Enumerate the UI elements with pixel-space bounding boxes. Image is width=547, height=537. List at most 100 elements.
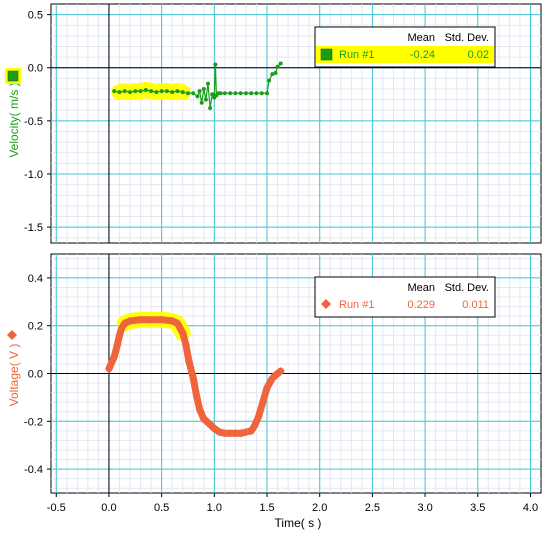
data-point [126, 316, 135, 325]
y-tick-label: 0.0 [28, 369, 43, 381]
velocity-data-marks [112, 61, 283, 111]
y-tick-label: 0.0 [28, 63, 43, 75]
y-tick-label: -0.4 [24, 464, 43, 476]
velocity-series-icon-square [7, 70, 19, 82]
x-axis-label: Time( s ) [275, 516, 322, 530]
legend-square-marker [320, 48, 333, 61]
velocity-y-ticks: 0.5 0.0 -0.5 -1.0 -1.5 [24, 10, 51, 234]
data-point [175, 89, 180, 94]
x-tick-label: 4.0 [523, 502, 538, 514]
legend-std-value: 0.011 [462, 299, 489, 311]
data-point [128, 90, 133, 95]
legend-series-name: Run #1 [339, 49, 374, 61]
data-point [173, 319, 182, 328]
y-tick-label: 0.5 [28, 10, 43, 22]
data-point [276, 367, 285, 376]
legend-diamond-marker [321, 299, 331, 309]
data-point [189, 374, 198, 383]
legend-row-highlight [316, 46, 494, 63]
x-tick-label: 0.5 [154, 502, 169, 514]
data-point [275, 64, 280, 69]
voltage-legend[interactable]: Mean Std. Dev. Run #1 0.229 0.011 [314, 276, 496, 318]
voltage-series-icon[interactable] [7, 330, 17, 340]
legend-header-mean: Mean [407, 282, 435, 294]
data-point [238, 91, 243, 96]
data-point [164, 89, 169, 94]
x-tick-label: 3.5 [470, 502, 485, 514]
data-point [157, 315, 166, 324]
y-tick-label: -1.5 [24, 222, 43, 234]
x-tick-label: 0.0 [101, 502, 116, 514]
voltage-axis-label: Voltage( V ) [7, 344, 21, 407]
data-point [199, 100, 204, 105]
data-point [273, 71, 278, 76]
data-point [206, 81, 211, 86]
data-point [254, 412, 263, 421]
y-tick-label: -0.5 [24, 116, 43, 128]
data-point [181, 340, 190, 349]
data-point [250, 422, 259, 431]
data-point [199, 414, 208, 423]
data-point [159, 89, 164, 94]
data-point [249, 91, 254, 96]
y-tick-label: 0.4 [28, 273, 43, 285]
data-point [213, 62, 218, 67]
data-point [210, 424, 219, 433]
data-point [113, 340, 122, 349]
x-ticks: -0.5 0.0 0.5 1.0 1.5 2.0 2.5 3.0 3.5 4.0 [47, 493, 538, 514]
data-point [195, 94, 200, 99]
data-point [138, 89, 143, 94]
data-point [115, 331, 124, 340]
data-point [197, 89, 202, 94]
legend-header-mean: Mean [407, 32, 435, 44]
data-point [107, 359, 116, 368]
velocity-legend[interactable]: Mean Std. Dev. Run #1 -0.24 0.02 [314, 26, 496, 68]
data-point [270, 72, 275, 77]
legend-std-value: 0.02 [468, 49, 489, 61]
legend-series-name: Run #1 [339, 299, 374, 311]
data-point [241, 428, 250, 437]
velocity-axis-label: Velocity( m/s ) [7, 82, 21, 157]
legend-box [314, 276, 496, 318]
data-point [278, 61, 283, 66]
data-point [265, 91, 270, 96]
legend-header-std: Std. Dev. [445, 32, 489, 44]
data-point [218, 91, 223, 96]
legend-header-std: Std. Dev. [445, 282, 489, 294]
data-point [210, 92, 215, 97]
data-point [215, 428, 224, 437]
data-point [226, 429, 235, 438]
data-point [231, 429, 240, 438]
data-point [259, 91, 264, 96]
data-point [117, 90, 122, 95]
voltage-data-marks [104, 315, 285, 438]
data-point [149, 89, 154, 94]
data-point [178, 328, 187, 337]
x-tick-label: 2.5 [365, 502, 380, 514]
data-point [185, 357, 194, 366]
data-point [147, 315, 156, 324]
data-point [191, 91, 196, 96]
data-point [180, 90, 185, 95]
data-point [263, 383, 272, 392]
data-point [254, 91, 259, 96]
y-tick-label: -0.2 [24, 416, 43, 428]
velocity-zero-axes [51, 4, 541, 243]
data-point [205, 419, 214, 428]
data-point [195, 405, 204, 414]
data-point [143, 88, 148, 93]
x-tick-label: 1.5 [259, 502, 274, 514]
data-point [185, 91, 190, 96]
data-point [192, 391, 201, 400]
data-point [133, 89, 138, 94]
data-point [136, 315, 145, 324]
x-tick-label: -0.5 [47, 502, 66, 514]
data-point [201, 86, 206, 91]
data-point [208, 106, 213, 111]
legend-mean-value: 0.229 [407, 299, 435, 311]
data-point [267, 78, 272, 83]
data-point [236, 429, 245, 438]
data-point [233, 91, 238, 96]
data-point [203, 97, 208, 102]
